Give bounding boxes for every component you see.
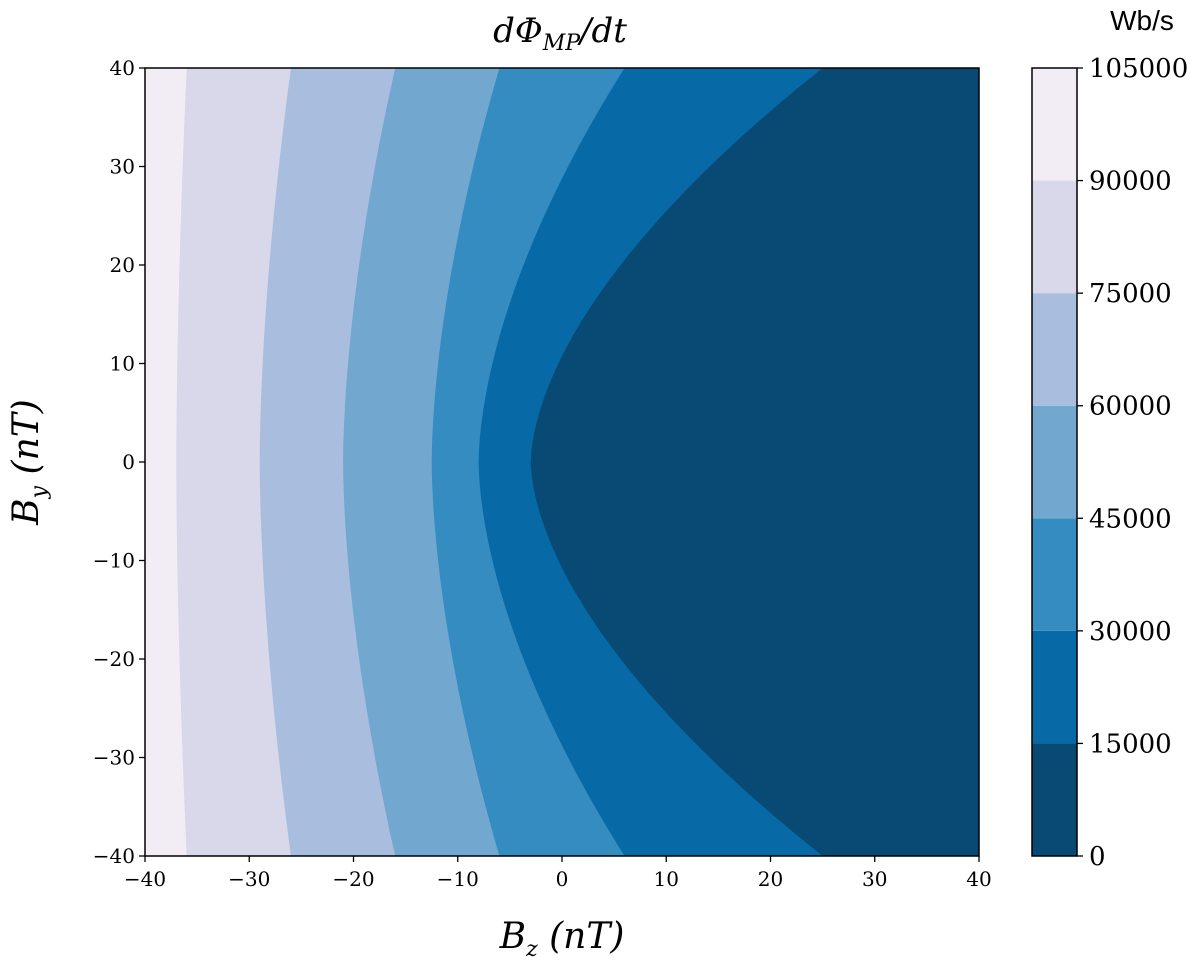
contour-band-5	[145, 68, 291, 856]
contour-bands	[145, 68, 979, 856]
y-tick-label: 20	[110, 253, 135, 277]
colorbar-tick-label: 30000	[1089, 617, 1172, 647]
colorbar-unit-label: Wb/s	[1110, 5, 1174, 36]
y-tick-label: −40	[93, 844, 135, 868]
colorbar-tick-label: 15000	[1089, 729, 1172, 759]
y-tick-label: 30	[110, 155, 135, 179]
y-tick-label: 40	[110, 56, 135, 80]
y-axis-label: By (nT)	[6, 399, 52, 526]
colorbar-tick-label: 75000	[1089, 279, 1172, 309]
colorbar-frame	[1031, 67, 1078, 857]
x-axis-label: Bz (nT)	[499, 916, 625, 962]
y-tick-label: −10	[93, 549, 135, 573]
colorbar-band	[1032, 68, 1077, 181]
x-tick-label: −40	[124, 867, 166, 891]
colorbar-ticks: 105000 90000 75000 60000 45000 30000 15000 0	[1077, 54, 1188, 872]
chart-title: dΦMP/dt	[493, 11, 627, 56]
colorbar-band	[1032, 405, 1077, 519]
y-tick-label: −20	[93, 647, 135, 671]
colorbar-tick-label: 105000	[1089, 54, 1188, 84]
x-tick-label: 0	[556, 867, 569, 891]
colorbar-band	[1032, 743, 1077, 856]
x-ticks: −40 −30 −20 −10 0 10 20 30 40	[124, 856, 992, 891]
colorbar-tick-label: 60000	[1089, 392, 1172, 422]
colorbar-tick-label: 0	[1089, 842, 1106, 872]
y-tick-label: 10	[110, 352, 135, 376]
x-tick-label: −30	[228, 867, 270, 891]
colorbar-tick-label: 45000	[1089, 504, 1172, 534]
y-tick-label: 0	[122, 450, 135, 474]
y-ticks: 40 30 20 10 0 −10 −20 −30 −40	[93, 56, 145, 868]
x-tick-label: 30	[862, 867, 887, 891]
x-tick-label: 40	[966, 867, 991, 891]
plot-area: −40 −30 −20 −10 0 10 20 30 40 40 30 20 10 0 −10 −20 −30…	[93, 56, 992, 891]
colorbar-tick-label: 90000	[1089, 167, 1172, 197]
colorbar-band	[1032, 630, 1077, 744]
colorbar-band	[1032, 518, 1077, 631]
x-tick-label: 10	[654, 867, 679, 891]
x-tick-label: 20	[758, 867, 783, 891]
colorbar: 105000 90000 75000 60000 45000 30000 15000 0	[1031, 54, 1188, 872]
contour-band-6	[145, 68, 187, 856]
colorbar-band	[1032, 293, 1077, 406]
colorbar-band	[1032, 180, 1077, 294]
colorbar-bands	[1032, 68, 1077, 856]
y-tick-label: −30	[93, 746, 135, 770]
x-tick-label: −10	[437, 867, 479, 891]
x-tick-label: −20	[332, 867, 374, 891]
